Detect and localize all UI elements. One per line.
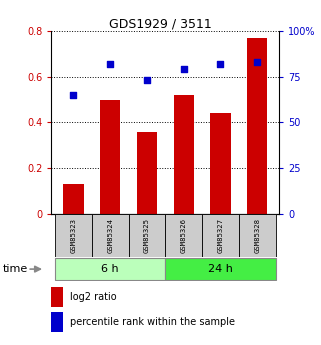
- Point: [71, 92, 76, 98]
- Bar: [55, 214, 92, 257]
- Bar: [239, 214, 276, 257]
- Bar: [165, 258, 276, 280]
- Point: [181, 67, 186, 72]
- Bar: [137, 132, 157, 214]
- Text: GSM85328: GSM85328: [254, 218, 260, 253]
- Bar: [210, 113, 230, 214]
- Bar: [92, 214, 128, 257]
- Bar: [128, 214, 165, 257]
- Text: 24 h: 24 h: [208, 264, 233, 274]
- Point: [144, 78, 150, 83]
- Text: 6 h: 6 h: [101, 264, 119, 274]
- Bar: [51, 313, 63, 333]
- Text: time: time: [3, 264, 29, 274]
- Text: GSM85326: GSM85326: [181, 218, 187, 253]
- Bar: [165, 214, 202, 257]
- Bar: [202, 214, 239, 257]
- Bar: [247, 38, 267, 214]
- Bar: [51, 287, 63, 307]
- Bar: [63, 184, 83, 214]
- Point: [108, 61, 113, 67]
- Text: GSM85327: GSM85327: [217, 218, 223, 253]
- Text: GSM85325: GSM85325: [144, 218, 150, 253]
- Text: log2 ratio: log2 ratio: [70, 292, 116, 302]
- Point: [218, 61, 223, 67]
- Bar: [174, 95, 194, 214]
- Bar: [100, 100, 120, 214]
- Text: GSM85323: GSM85323: [70, 218, 76, 253]
- Text: GSM85324: GSM85324: [107, 218, 113, 253]
- Bar: [55, 258, 165, 280]
- Point: [255, 59, 260, 65]
- Text: percentile rank within the sample: percentile rank within the sample: [70, 317, 235, 327]
- Text: GDS1929 / 3511: GDS1929 / 3511: [109, 17, 212, 30]
